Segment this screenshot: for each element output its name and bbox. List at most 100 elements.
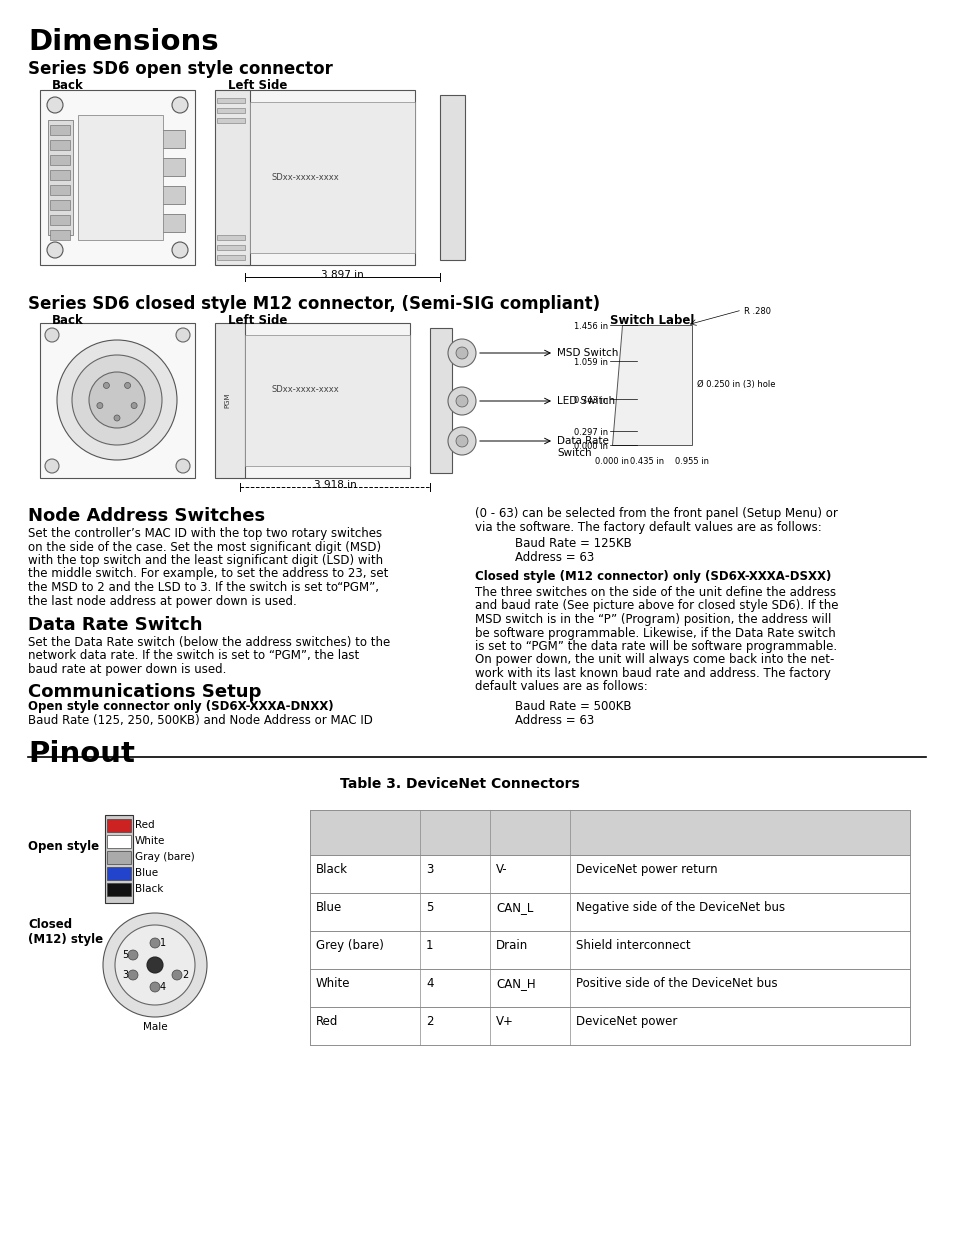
Text: Left Side: Left Side (228, 314, 287, 327)
Text: Baud Rate = 500KB: Baud Rate = 500KB (515, 700, 631, 713)
Text: DeviceNet power: DeviceNet power (576, 1015, 677, 1028)
Circle shape (47, 242, 63, 258)
Bar (50, 230, 70, 240)
Bar (50, 125, 70, 135)
Bar (50, 185, 70, 195)
Text: Closed
(M12) style: Closed (M12) style (28, 918, 103, 946)
Text: Open style: Open style (28, 840, 99, 853)
Bar (40, 90, 194, 266)
Circle shape (448, 387, 476, 415)
Bar (214, 324, 245, 478)
Circle shape (57, 340, 177, 459)
Circle shape (147, 957, 163, 973)
Bar (216, 235, 245, 240)
Text: Red: Red (135, 820, 154, 830)
Bar (40, 324, 194, 478)
Circle shape (113, 415, 120, 421)
Bar (50, 156, 70, 165)
Text: 0.000 in: 0.000 in (574, 442, 607, 451)
Text: the MSD to 2 and the LSD to 3. If the switch is set to“PGM”,: the MSD to 2 and the LSD to 3. If the sw… (28, 580, 378, 594)
Bar (157, 130, 185, 148)
Circle shape (125, 383, 131, 389)
Circle shape (89, 372, 145, 429)
Text: 1.456 in: 1.456 in (574, 322, 607, 331)
Circle shape (103, 913, 207, 1016)
Circle shape (175, 459, 190, 473)
Bar (245, 335, 410, 466)
Text: V-: V- (496, 863, 507, 876)
Circle shape (45, 459, 59, 473)
Text: Black: Black (135, 884, 163, 894)
Bar (216, 245, 245, 249)
Text: Dimensions: Dimensions (28, 28, 218, 56)
Bar (245, 90, 415, 266)
Bar (310, 810, 909, 855)
Bar (105, 815, 132, 903)
Text: Gray (bare): Gray (bare) (135, 852, 194, 862)
Text: Address = 63: Address = 63 (515, 551, 594, 564)
Text: Series SD6 open style connector: Series SD6 open style connector (28, 61, 333, 78)
Circle shape (172, 98, 188, 112)
Text: Grey (bare): Grey (bare) (315, 939, 383, 952)
Circle shape (71, 354, 162, 445)
Bar (107, 835, 131, 848)
Text: White: White (315, 977, 350, 990)
Text: 0.297 in: 0.297 in (574, 429, 607, 437)
Text: via the software. The factory default values are as follows:: via the software. The factory default va… (475, 520, 821, 534)
Circle shape (456, 395, 468, 408)
Text: 0.435 in: 0.435 in (629, 457, 663, 466)
Text: 0.955 in: 0.955 in (675, 457, 708, 466)
Circle shape (45, 329, 59, 342)
Text: PGM: PGM (224, 393, 230, 408)
Text: CAN_H: CAN_H (496, 977, 535, 990)
Text: R .280: R .280 (743, 308, 770, 316)
Text: baud rate at power down is used.: baud rate at power down is used. (28, 663, 226, 676)
Circle shape (150, 939, 160, 948)
Bar (157, 186, 185, 204)
Text: Open style connector only (SD6X-XXXA-DNXX): Open style connector only (SD6X-XXXA-DNX… (28, 700, 334, 713)
Text: and baud rate (See picture above for closed style SD6). If the: and baud rate (See picture above for clo… (475, 599, 838, 613)
Bar (50, 170, 70, 180)
Text: Red: Red (315, 1015, 338, 1028)
Text: Data Rate
Switch: Data Rate Switch (557, 436, 608, 458)
Text: LED Switch: LED Switch (557, 396, 615, 406)
Polygon shape (612, 325, 691, 445)
Text: Ø 0.250 in (3) hole: Ø 0.250 in (3) hole (697, 380, 775, 389)
Text: Table 3. DeviceNet Connectors: Table 3. DeviceNet Connectors (340, 777, 579, 790)
Text: Communications Setup: Communications Setup (28, 683, 261, 701)
Circle shape (172, 242, 188, 258)
Text: MSD Switch: MSD Switch (557, 348, 618, 358)
Circle shape (456, 347, 468, 359)
Circle shape (128, 950, 138, 960)
Text: 3: 3 (122, 969, 128, 981)
Text: 5: 5 (426, 902, 433, 914)
Text: 4: 4 (426, 977, 433, 990)
Text: with the top switch and the least significant digit (LSD) with: with the top switch and the least signif… (28, 555, 383, 567)
Bar (216, 254, 245, 261)
Circle shape (47, 98, 63, 112)
Text: CAN_L: CAN_L (496, 902, 533, 914)
Bar (50, 215, 70, 225)
Circle shape (131, 403, 137, 409)
Bar (310, 969, 909, 1007)
Bar (214, 90, 250, 266)
Text: On power down, the unit will always come back into the net-: On power down, the unit will always come… (475, 653, 834, 667)
Bar (50, 200, 70, 210)
Bar (107, 867, 131, 881)
Text: the middle switch. For example, to set the address to 23, set: the middle switch. For example, to set t… (28, 568, 388, 580)
Bar (107, 851, 131, 864)
Text: SDxx-xxxx-xxxx: SDxx-xxxx-xxxx (271, 385, 338, 394)
Circle shape (175, 329, 190, 342)
Circle shape (448, 338, 476, 367)
Bar (439, 95, 464, 261)
Circle shape (97, 403, 103, 409)
Bar (216, 107, 245, 112)
Text: V+: V+ (496, 1015, 514, 1028)
Text: 2: 2 (426, 1015, 433, 1028)
Text: is set to “PGM” the data rate will be software programmable.: is set to “PGM” the data rate will be so… (475, 640, 836, 653)
Text: Baud Rate = 125KB: Baud Rate = 125KB (515, 537, 631, 550)
Text: MSD switch is in the “P” (Program) position, the address will: MSD switch is in the “P” (Program) posit… (475, 613, 830, 626)
Text: 5: 5 (122, 950, 128, 960)
Circle shape (103, 383, 110, 389)
Bar (250, 103, 415, 253)
